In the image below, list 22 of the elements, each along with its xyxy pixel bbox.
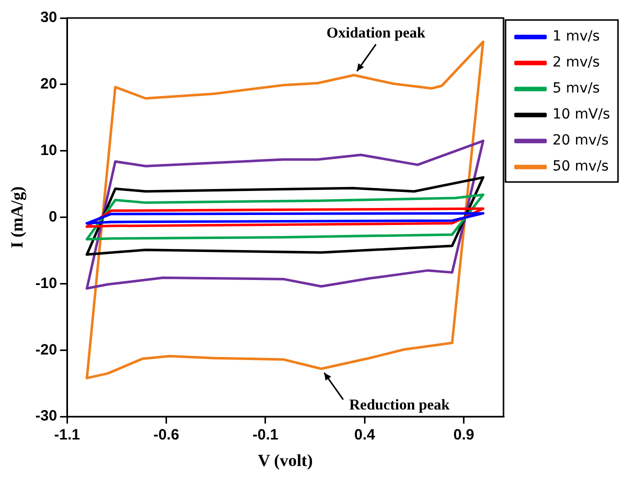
y-tick-label: -10: [35, 274, 58, 292]
y-tick-label: -20: [35, 341, 58, 358]
legend-label: 20 mv/s: [552, 132, 609, 149]
legend-label: 1 mv/s: [552, 28, 600, 45]
x-tick-label: -0.1: [252, 426, 278, 444]
legend-label: 2 mv/s: [552, 54, 600, 71]
y-tick-label: 0: [48, 208, 58, 226]
legend-label: 50 mv/s: [552, 158, 609, 175]
x-tick-label: -0.6: [153, 426, 180, 444]
y-tick-label: 10: [40, 142, 58, 160]
annotation: Reduction peak: [349, 397, 450, 414]
legend-label: 5 mv/s: [552, 80, 600, 97]
x-tick-label: -1.1: [54, 426, 80, 444]
legend-label: 10 mV/s: [552, 106, 610, 123]
y-axis-title: I (mA/g): [8, 186, 27, 248]
y-tick-label: -30: [35, 408, 58, 425]
x-tick-label: 0.4: [354, 426, 376, 444]
annotation: Oxidation peak: [326, 26, 426, 42]
y-tick-label: 20: [40, 76, 58, 93]
x-tick-label: 0.9: [453, 426, 474, 444]
y-tick-label: 30: [40, 9, 58, 26]
x-axis-title: V (volt): [258, 451, 313, 470]
